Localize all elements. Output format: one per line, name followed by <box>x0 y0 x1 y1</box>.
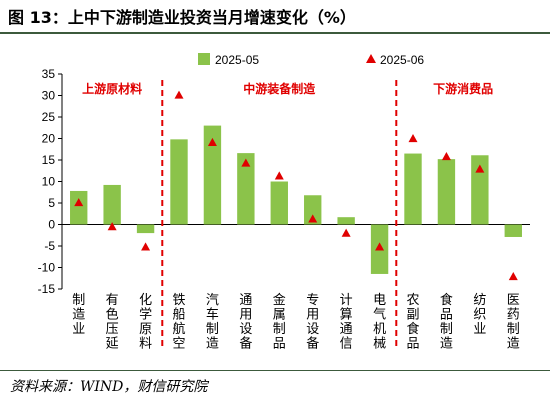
marker-铁船航空 <box>174 90 184 99</box>
bar-制造业 <box>70 190 88 225</box>
marker-化学原料 <box>141 242 151 251</box>
x-tick-label: 专用设备 <box>306 293 319 352</box>
y-tick-label: 0 <box>48 218 55 232</box>
marker-有色压延 <box>107 222 117 231</box>
bar-医药制造 <box>504 224 522 237</box>
x-tick-label: 农副食品 <box>406 293 419 352</box>
bar-铁船航空 <box>170 139 188 225</box>
x-tick-label: 食品制造 <box>440 292 453 352</box>
bar-计算通信 <box>337 217 355 225</box>
bar-金属制品 <box>270 181 288 225</box>
bar-专用设备 <box>304 195 322 225</box>
x-tick-label: 化学原料 <box>139 293 152 352</box>
x-tick-label: 纺织业 <box>473 293 486 337</box>
bar-有色压延 <box>103 184 121 225</box>
marker-series-2025-06 <box>74 90 518 281</box>
legend-swatch-bar <box>198 53 210 65</box>
x-tick-label: 制造业 <box>72 293 85 337</box>
chart-title: 图 13：上中下游制造业投资当月增速变化（%） <box>8 8 356 27</box>
marker-专用设备 <box>308 214 318 223</box>
y-tick-label: 25 <box>42 110 56 124</box>
marker-汽车制造 <box>207 137 217 146</box>
marker-金属制品 <box>274 171 284 180</box>
y-tick-label: 10 <box>42 175 56 189</box>
bar-通用设备 <box>237 153 255 225</box>
bar-食品制造 <box>437 159 456 225</box>
footer-divider <box>0 370 550 371</box>
bar-化学原料 <box>136 224 155 234</box>
legend: 2025-05 2025-06 <box>198 53 424 67</box>
y-tick-label: 15 <box>42 153 56 167</box>
legend-swatch-marker <box>366 54 376 63</box>
marker-食品制造 <box>441 152 451 161</box>
legend-label-bar: 2025-05 <box>215 53 259 67</box>
x-axis-labels: 制造业 有色压延 化学原料 铁船航空 汽车制造 通用设备 金属制品 专用设备 计算通信 电气机械 农… <box>72 292 520 352</box>
bar-农副食品 <box>404 153 422 225</box>
legend-label-marker: 2025-06 <box>380 53 424 67</box>
marker-通用设备 <box>241 158 251 167</box>
y-tick-label: -15 <box>38 282 56 296</box>
y-tick-label: 35 <box>42 67 56 81</box>
x-tick-label: 汽车制造 <box>206 293 219 352</box>
title-bar: 图 13：上中下游制造业投资当月增速变化（%） <box>0 0 550 34</box>
marker-医药制造 <box>508 272 518 281</box>
bar-series-2025-05 <box>70 125 522 274</box>
group-labels: 上游原材料 中游装备制造 下游消费品 <box>82 81 493 96</box>
x-tick-label: 医药制造 <box>507 293 520 352</box>
x-tick-label: 计算通信 <box>340 293 353 352</box>
bar-汽车制造 <box>203 125 222 225</box>
marker-农副食品 <box>408 134 418 143</box>
marker-制造业 <box>74 198 84 207</box>
group-label: 中游装备制造 <box>243 81 316 96</box>
group-label: 下游消费品 <box>433 81 493 96</box>
x-tick-label: 通用设备 <box>239 293 252 352</box>
y-tick-label: 20 <box>42 132 56 146</box>
x-tick-label: 有色压延 <box>106 293 119 352</box>
group-dividers <box>161 80 398 346</box>
source-note: 资料来源：WIND，财信研究院 <box>10 379 208 395</box>
marker-计算通信 <box>341 228 351 237</box>
y-tick-label: -5 <box>44 239 55 253</box>
y-tick-label: 30 <box>42 89 56 103</box>
x-tick-label: 金属制品 <box>273 292 286 352</box>
marker-电气机械 <box>375 242 385 251</box>
y-tick-label: -10 <box>38 261 56 275</box>
x-tick-label: 铁船航空 <box>172 293 185 352</box>
marker-纺织业 <box>475 164 485 173</box>
group-label: 上游原材料 <box>82 81 142 96</box>
y-tick-label: 5 <box>48 196 55 210</box>
x-tick-label: 电气机械 <box>373 293 386 352</box>
